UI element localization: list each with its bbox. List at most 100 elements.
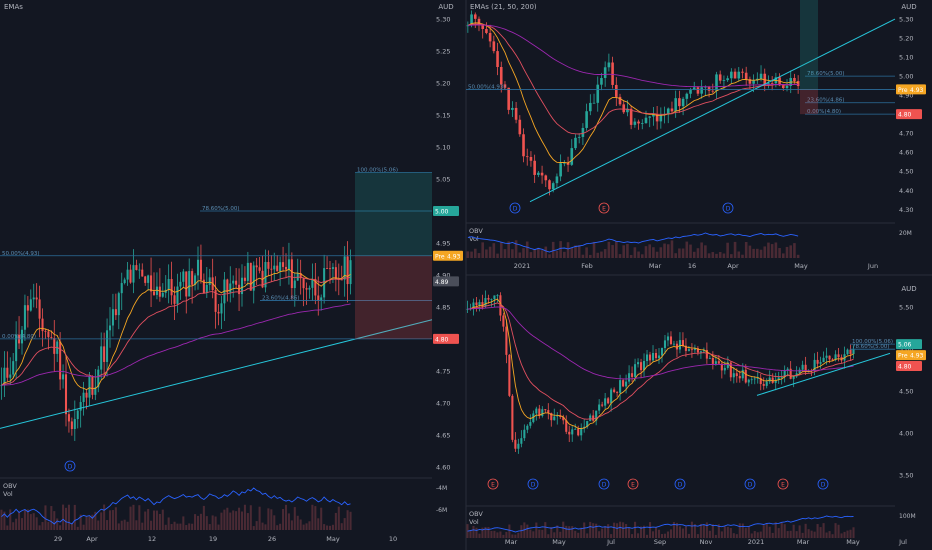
volume-bar [735, 534, 738, 538]
volume-bar [533, 248, 536, 258]
event-marker [817, 478, 829, 490]
volume-bar [517, 532, 520, 538]
volume-bar [744, 528, 747, 538]
price-tick-label: 4.50 [899, 388, 913, 396]
candle-body [499, 67, 503, 85]
volume-bar [717, 524, 720, 538]
volume-bar [53, 511, 56, 530]
candle-body [574, 137, 577, 149]
volume-bar [164, 524, 167, 530]
candle-body [672, 343, 676, 345]
candle-body [492, 41, 496, 52]
volume-bar [261, 522, 264, 530]
event-marker [509, 202, 521, 214]
candle-body [26, 305, 29, 311]
candle-body [79, 402, 82, 411]
candle-body [607, 62, 611, 68]
price-tick-label: 4.50 [899, 168, 913, 176]
candle-body [485, 29, 488, 33]
candle-body [540, 172, 544, 176]
candle-body [73, 419, 76, 429]
volume-bar [525, 241, 529, 258]
candle-body [669, 336, 673, 345]
volume-bar [205, 516, 208, 530]
volume-bar [293, 507, 296, 530]
volume-bar [62, 504, 65, 530]
candle-body [723, 367, 726, 371]
candle-body [568, 431, 571, 435]
volume-bar [547, 534, 550, 538]
volume-bar [681, 248, 685, 258]
volume-bar [518, 252, 522, 258]
volume-bar [526, 524, 529, 538]
candle-body [586, 421, 589, 427]
candle-body [644, 117, 648, 124]
candle-body [846, 349, 849, 355]
candle-body [106, 330, 109, 362]
volume-bar [94, 511, 97, 530]
volume-bar [663, 243, 666, 258]
event-label: D [602, 482, 607, 489]
candle-body [523, 429, 526, 439]
candle-body [132, 265, 135, 283]
price-tick-label: 5.20 [436, 80, 450, 88]
price-tick-label: 5.10 [436, 144, 450, 152]
candle-body [700, 87, 703, 94]
candle-body [685, 93, 689, 99]
candle-body [320, 297, 323, 301]
ema-200-line [467, 24, 799, 88]
volume-bar [158, 513, 161, 530]
volume-bar [786, 531, 789, 538]
candle-body [152, 291, 156, 295]
candle-body [544, 175, 548, 181]
volume-bar [18, 511, 21, 530]
time-axis-label: 12 [148, 535, 156, 543]
candle-body [340, 279, 343, 281]
candle-body [581, 127, 585, 137]
volume-bar [108, 510, 112, 530]
volume-bar [499, 242, 503, 258]
candle-body [729, 362, 732, 378]
candle-body [273, 265, 276, 270]
vol-label: Vol [469, 518, 479, 526]
volume-bar [642, 525, 646, 538]
candle-body [507, 87, 510, 110]
volume-bar [644, 246, 648, 258]
volume-bar [577, 532, 580, 538]
volume-bar [774, 522, 777, 538]
volume-bar [637, 251, 640, 258]
volume-bar [672, 522, 676, 538]
time-axis-label: Mar [797, 538, 810, 546]
volume-bar [768, 526, 771, 538]
volume-bar [598, 531, 601, 538]
candle-body [730, 71, 733, 79]
candle-body [583, 426, 586, 429]
volume-bar [810, 530, 813, 538]
volume-bar [32, 513, 35, 530]
candle-body [276, 265, 279, 272]
price-tick-label: 4.40 [899, 187, 913, 195]
candle-body [629, 108, 633, 125]
volume-bar [23, 509, 26, 530]
candle-body [553, 416, 556, 421]
event-marker [598, 202, 610, 214]
volume-bar [226, 507, 229, 530]
volume-bar [562, 521, 565, 538]
volume-bar [349, 511, 352, 530]
volume-bar [328, 525, 332, 530]
volume-bar [629, 254, 633, 258]
candle-body [748, 79, 752, 84]
candle-body [585, 111, 588, 128]
time-axis-label: Jul [898, 538, 907, 546]
candle-body [267, 261, 270, 269]
volume-bar [837, 524, 840, 538]
volume-bar [678, 526, 681, 538]
volume-bar [834, 523, 837, 538]
price-badge-value: 4.93 [910, 353, 924, 360]
candle-body [771, 377, 774, 383]
obv-line [467, 232, 799, 253]
volume-bar [185, 525, 188, 530]
volume-bar [657, 529, 661, 538]
